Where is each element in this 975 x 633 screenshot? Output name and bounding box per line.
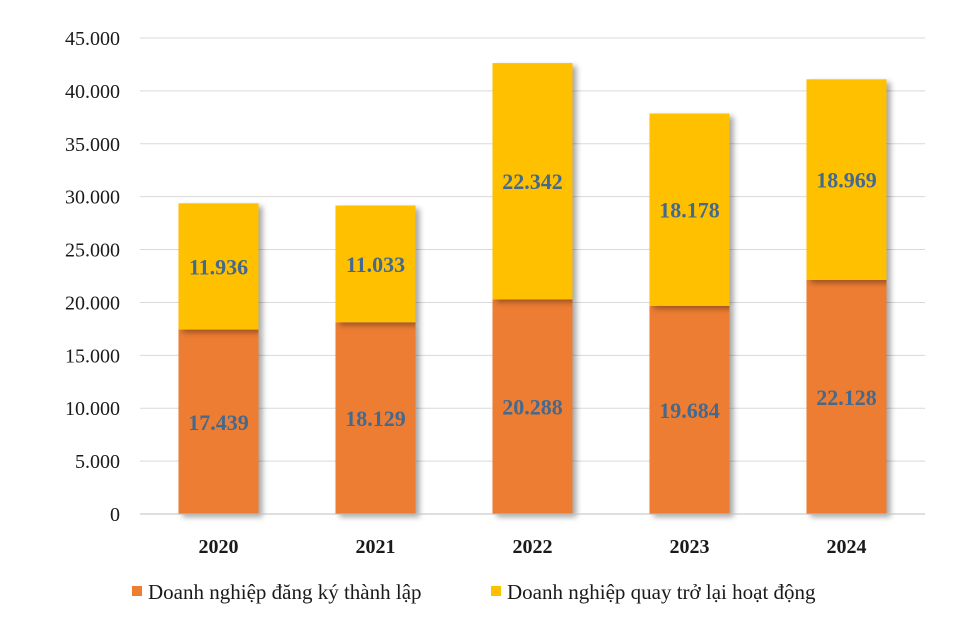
bar-2022-series-1 — [492, 63, 573, 300]
data-label-2024-series-1: 18.969 — [816, 168, 877, 193]
data-label-2021-series-1: 11.033 — [346, 252, 405, 277]
y-tick-label: 20.000 — [65, 292, 120, 314]
y-tick-label: 30.000 — [65, 187, 120, 209]
y-axis-tick-labels: 0 5.000 10.000 15.000 20.000 25.000 30.000 35.0… — [65, 28, 120, 526]
legend-label-series-0: Doanh nghiệp đăng ký thành lập — [148, 580, 422, 604]
legend-swatch-series-0 — [132, 586, 142, 596]
bar-2023-series-0 — [649, 305, 730, 514]
x-axis-tick-labels: 2020 2021 2022 2023 2024 — [199, 536, 867, 558]
y-tick-label: 35.000 — [65, 134, 120, 156]
data-label-2022-series-1: 22.342 — [502, 169, 563, 194]
x-tick-label-2024: 2024 — [827, 536, 867, 558]
bar-2021-series-0 — [335, 322, 416, 514]
data-label-2022-series-0: 20.288 — [502, 395, 563, 420]
x-tick-label-2023: 2023 — [670, 536, 710, 558]
y-tick-label: 45.000 — [65, 28, 120, 50]
bar-2020-series-1 — [178, 203, 259, 330]
data-label-2021-series-0: 18.129 — [345, 406, 406, 431]
data-labels: 17.439 11.936 18.129 11.033 20.288 22.342 19.6… — [188, 168, 877, 435]
bar-2023-series-1 — [649, 113, 730, 306]
data-label-2020-series-0: 17.439 — [188, 410, 249, 435]
bars — [178, 63, 887, 514]
x-tick-label-2022: 2022 — [513, 536, 553, 558]
legend: Doanh nghiệp đăng ký thành lập Doanh ngh… — [132, 580, 816, 604]
bar-2020-series-0 — [178, 329, 259, 514]
x-tick-label-2020: 2020 — [199, 536, 239, 558]
y-tick-label: 25.000 — [65, 240, 120, 262]
legend-swatch-series-1 — [491, 586, 501, 596]
y-tick-label: 40.000 — [65, 81, 120, 103]
bar-2021-series-1 — [335, 205, 416, 323]
data-label-2024-series-0: 22.128 — [816, 385, 877, 410]
bar-2022-series-0 — [492, 299, 573, 514]
bar-2024-series-0 — [806, 279, 887, 514]
data-label-2020-series-1: 11.936 — [189, 254, 248, 279]
data-label-2023-series-0: 19.684 — [659, 398, 720, 423]
x-tick-label-2021: 2021 — [356, 536, 396, 558]
y-tick-label: 10.000 — [65, 398, 120, 420]
bar-2024-series-1 — [806, 79, 887, 280]
y-tick-label: 15.000 — [65, 345, 120, 367]
y-tick-label: 0 — [110, 504, 120, 526]
data-label-2023-series-1: 18.178 — [659, 198, 720, 223]
y-tick-label: 5.000 — [75, 451, 120, 473]
legend-label-series-1: Doanh nghiệp quay trở lại hoạt động — [507, 580, 816, 604]
